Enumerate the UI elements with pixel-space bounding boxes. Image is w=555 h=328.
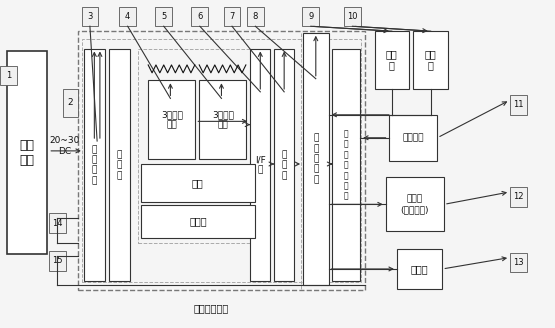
Text: 10: 10 [347, 12, 357, 21]
Bar [510, 253, 527, 272]
Text: 11: 11 [513, 100, 523, 110]
Bar [82, 7, 98, 26]
Text: 12: 12 [513, 192, 523, 201]
Text: 上位机: 上位机 [411, 264, 428, 274]
Text: 本体: 本体 [192, 178, 204, 188]
Text: 高程
计: 高程 计 [386, 49, 398, 71]
Bar [332, 49, 360, 281]
Bar [191, 7, 208, 26]
Bar [78, 31, 365, 290]
Text: 5: 5 [161, 12, 166, 21]
Bar [141, 205, 255, 238]
Bar [303, 33, 329, 285]
Bar [413, 31, 448, 89]
Bar [84, 49, 105, 281]
Text: I/F
板: I/F 板 [255, 155, 266, 175]
Bar [302, 7, 319, 26]
Bar [375, 31, 409, 89]
Text: 二
次
电
源: 二 次 电 源 [92, 145, 97, 185]
Bar [250, 49, 270, 281]
Bar [397, 249, 442, 289]
Bar [199, 80, 246, 159]
Bar [510, 187, 527, 207]
Bar [344, 7, 361, 26]
Text: 6: 6 [197, 12, 203, 21]
Bar [49, 213, 66, 233]
Bar [510, 95, 527, 115]
Text: 13: 13 [513, 258, 524, 267]
Bar [386, 177, 444, 231]
Text: 20~30
DC: 20~30 DC [50, 136, 80, 156]
Text: 7: 7 [229, 12, 235, 21]
Text: 3个陀螺
组件: 3个陀螺 组件 [212, 110, 234, 130]
Text: 14: 14 [53, 218, 63, 228]
Bar [155, 7, 172, 26]
Text: 8: 8 [253, 12, 258, 21]
Bar [109, 49, 130, 281]
Text: 9: 9 [308, 12, 314, 21]
Bar [63, 89, 78, 117]
Bar [247, 7, 264, 26]
Text: 3: 3 [87, 12, 93, 21]
Text: 15: 15 [53, 256, 63, 265]
Text: 卫星天线: 卫星天线 [402, 133, 423, 142]
Text: 里程
计: 里程 计 [425, 49, 437, 71]
Bar [82, 39, 361, 282]
Text: 显控器
(地图匹配): 显控器 (地图匹配) [401, 195, 429, 214]
Bar [148, 80, 195, 159]
Text: 3个加表
组件: 3个加表 组件 [161, 110, 183, 130]
Text: 激光捷联模组: 激光捷联模组 [193, 303, 229, 313]
Text: 测
温
板: 测 温 板 [117, 150, 122, 180]
Bar [0, 66, 17, 85]
Text: 导
航
计
算
机: 导 航 计 算 机 [313, 133, 319, 184]
Text: 供电
单元: 供电 单元 [19, 138, 35, 167]
Text: 多
模
卫
星
接
收
板: 多 模 卫 星 接 收 板 [344, 129, 349, 201]
Bar [388, 115, 437, 161]
Text: 2: 2 [68, 98, 73, 108]
Bar [7, 51, 47, 254]
Bar [138, 49, 254, 243]
Text: 减震器: 减震器 [189, 216, 206, 226]
Text: 主
控
板: 主 控 板 [281, 150, 287, 180]
Bar [224, 7, 240, 26]
Text: 1: 1 [6, 71, 11, 80]
Bar [274, 49, 294, 281]
Bar [119, 7, 136, 26]
Text: 4: 4 [125, 12, 130, 21]
Bar [141, 164, 255, 202]
Bar [49, 251, 66, 271]
